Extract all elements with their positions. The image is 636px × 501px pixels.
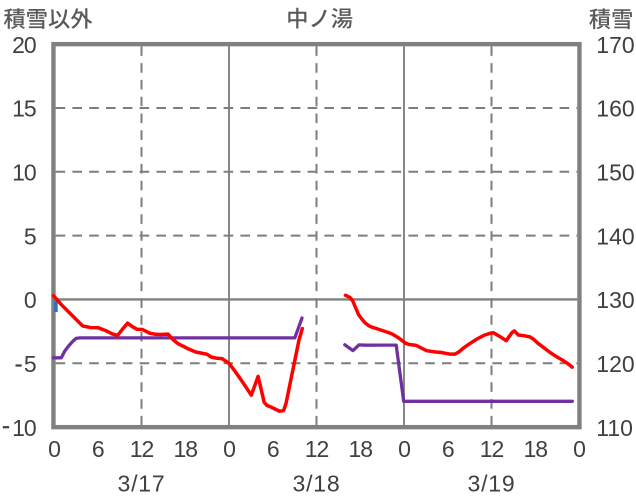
svg-text:10: 10: [12, 160, 36, 186]
svg-text:0: 0: [24, 287, 36, 313]
svg-text:130: 130: [596, 287, 634, 313]
svg-text:160: 160: [596, 96, 634, 122]
svg-text:6: 6: [92, 436, 104, 462]
svg-text:3/17: 3/17: [118, 471, 166, 497]
svg-text:3/18: 3/18: [293, 471, 341, 497]
svg-text:0: 0: [573, 436, 585, 462]
svg-text:150: 150: [596, 160, 634, 186]
svg-text:3/19: 3/19: [468, 471, 516, 497]
svg-text:120: 120: [596, 351, 634, 377]
svg-text:20: 20: [12, 32, 36, 58]
svg-text:12: 12: [480, 436, 504, 462]
svg-text:18: 18: [174, 436, 198, 462]
svg-text:18: 18: [349, 436, 373, 462]
svg-text:6: 6: [442, 436, 454, 462]
svg-text:12: 12: [130, 436, 154, 462]
svg-text:15: 15: [12, 96, 36, 122]
svg-text:18: 18: [524, 436, 548, 462]
svg-text:0: 0: [48, 436, 60, 462]
svg-text:5: 5: [24, 351, 36, 377]
svg-text:0: 0: [223, 436, 235, 462]
svg-text:0: 0: [398, 436, 410, 462]
svg-text:12: 12: [305, 436, 329, 462]
svg-text:170: 170: [596, 32, 634, 58]
svg-text:10: 10: [12, 415, 36, 441]
svg-text:140: 140: [596, 223, 634, 249]
svg-text:5: 5: [24, 223, 36, 249]
svg-text:6: 6: [267, 436, 279, 462]
svg-text:110: 110: [596, 415, 633, 441]
